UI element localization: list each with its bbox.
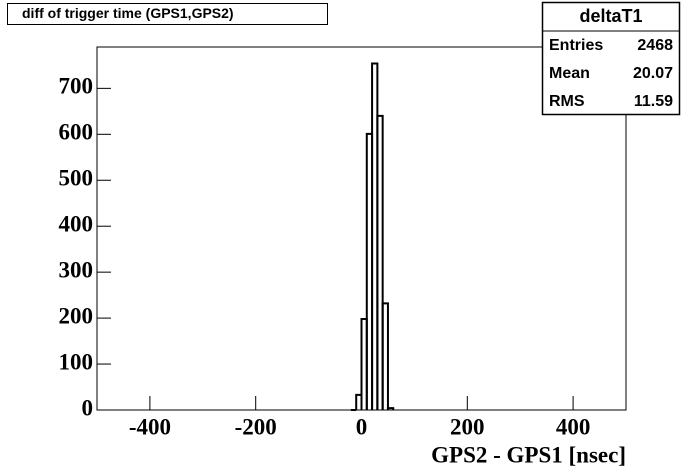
y-tick-label: 400 [59, 211, 94, 236]
y-tick-label: 600 [59, 120, 94, 145]
y-tick-label: 200 [59, 303, 94, 328]
histogram-bar [381, 302, 389, 410]
stats-title: deltaT1 [579, 6, 642, 26]
x-tick-label: -200 [235, 414, 277, 439]
stats-value: 20.07 [633, 65, 673, 82]
x-tick-label: 0 [356, 414, 368, 439]
title-box [7, 3, 328, 25]
stats-frame [541, 1, 681, 116]
stats-label: Mean [549, 65, 590, 82]
stats-label: Entries [549, 37, 603, 54]
stats-label: RMS [549, 93, 585, 110]
stats-value: 11.59 [634, 93, 673, 110]
stats-value: 2468 [637, 37, 673, 54]
histogram-bar [376, 114, 384, 410]
x-tick-label: 200 [450, 414, 485, 439]
y-tick-label: 100 [59, 349, 94, 374]
chart-title: diff of trigger time (GPS1,GPS2) [22, 5, 234, 21]
histogram-bar [386, 407, 395, 410]
x-axis-label: GPS2 - GPS1 [nsec] [431, 442, 626, 467]
y-tick-label: 300 [59, 257, 94, 282]
x-tick-label: -400 [129, 414, 171, 439]
y-tick-label: 0 [82, 395, 94, 420]
stats-box: deltaT1 Entries 2468 Mean 20.07 RMS 11.5… [541, 1, 681, 116]
y-tick-label: 700 [59, 74, 94, 99]
x-tick-label: 400 [556, 414, 591, 439]
y-tick-label: 500 [59, 166, 94, 191]
